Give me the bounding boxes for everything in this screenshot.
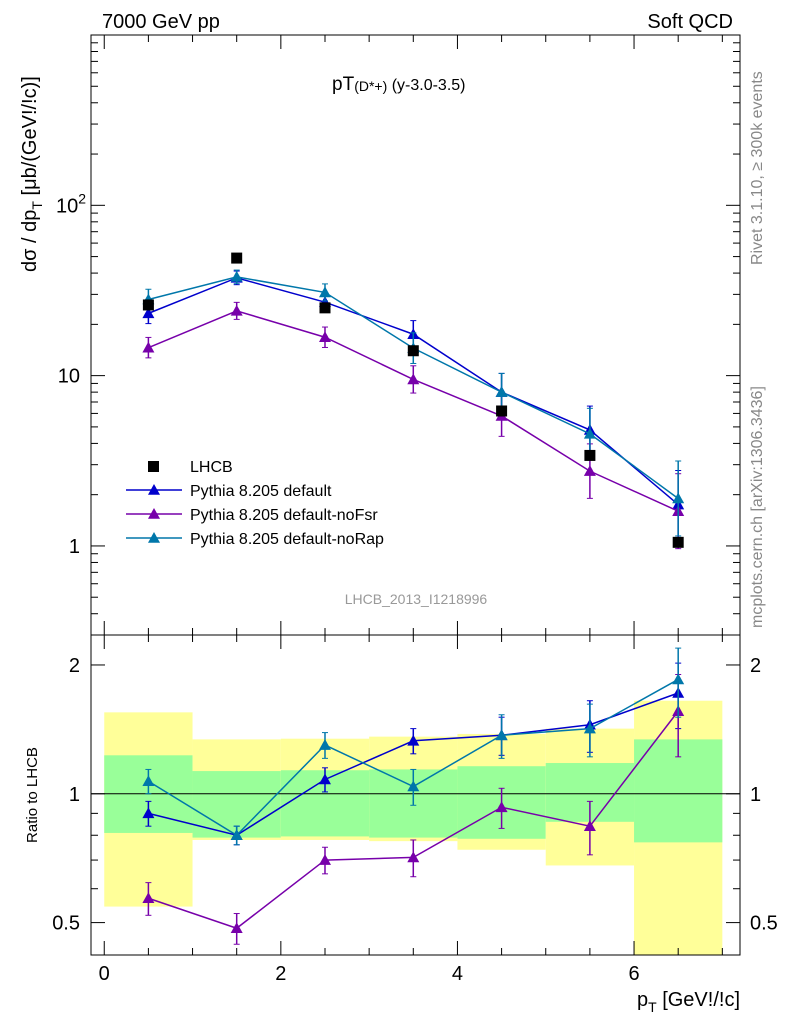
data-point-lhcb <box>672 536 684 548</box>
main-ytick-exp: 2 <box>78 190 86 206</box>
main-ytick-label: 10 <box>58 366 80 388</box>
marker-noFsr <box>407 373 420 385</box>
main-series-layer <box>142 252 685 550</box>
ratio-plot-frame <box>90 634 741 956</box>
data-point-lhcb <box>407 345 419 357</box>
marker-noRap <box>230 270 243 282</box>
main-ylabel-sub: T <box>29 201 45 210</box>
header-right: Soft QCD <box>647 11 733 33</box>
marker-default <box>142 307 155 319</box>
main-ylabel: dσ / dpT [μb/(GeV!/!c)] <box>19 76 45 272</box>
mcplots-label: mcplots.cern.ch [arXiv:1306.3436] <box>749 386 766 628</box>
ratio-marker-noFsr <box>230 922 243 934</box>
legend-label-noRap: Pythia 8.205 default-noRap <box>190 531 384 548</box>
legend-label-default: Pythia 8.205 default <box>190 483 332 500</box>
ratio-axes: 0.5 0.5 1 1 2 2 0 2 4 6 <box>52 635 778 985</box>
ratio-marker-noFsr <box>583 820 596 831</box>
ratio-xtick-label: 0 <box>99 963 110 985</box>
legend-marker-lhcb <box>148 461 159 472</box>
marker-noRap <box>495 386 508 397</box>
plot-title: pT(D*+) (y-3.0-3.5) <box>332 74 466 95</box>
marker-noRap <box>672 492 685 504</box>
analysis-label: LHCB_2013_I1218996 <box>345 591 488 607</box>
ratio-marker-noRap <box>142 775 155 787</box>
ratio-xtick-label: 6 <box>628 963 639 985</box>
marker-noFsr <box>583 465 596 476</box>
main-ytick-base: 10 <box>56 195 78 217</box>
ratio-ytick-label-right: 1 <box>750 784 761 806</box>
ratio-ytick-label-right: 0.5 <box>750 913 778 935</box>
legend-marker-default <box>148 484 160 495</box>
main-ylabel-part2: [μb/(GeV!/!c)] <box>19 76 41 201</box>
marker-noFsr <box>230 304 243 316</box>
ratio-marker-default <box>407 734 420 746</box>
ratio-ytick-label: 2 <box>69 655 80 677</box>
header-left: 7000 GeV pp <box>102 11 220 33</box>
ratio-series-layer <box>142 647 685 945</box>
rivet-label: Rivet 3.1.10, ≥ 300k events <box>749 71 766 265</box>
ratio-xlabel: pT [GeV!/!c] <box>637 989 740 1015</box>
main-ytick-label: 102 <box>56 190 86 217</box>
ratio-marker-noRap <box>407 780 420 792</box>
ratio-marker-default <box>318 773 331 785</box>
data-point-lhcb <box>319 302 331 314</box>
ratio-xlabel-rest: [GeV!/!c] <box>657 989 740 1011</box>
ratio-marker-noFsr <box>495 801 508 813</box>
ratio-ytick-label: 0.5 <box>52 913 80 935</box>
ratio-xtick-label: 2 <box>275 963 286 985</box>
ratio-marker-noFsr <box>318 854 331 865</box>
ratio-xlabel-p: p <box>637 989 648 1011</box>
ratio-marker-noFsr <box>142 892 155 904</box>
marker-noRap <box>583 427 596 439</box>
data-point-lhcb <box>584 449 596 461</box>
ratio-ytick-label-right: 2 <box>750 655 761 677</box>
data-point-lhcb <box>496 405 508 417</box>
ratio-xlabel-sub: T <box>648 999 657 1015</box>
ratio-marker-noFsr <box>407 851 420 863</box>
ratio-marker-noRap <box>230 829 243 841</box>
plot-title-rest: (y-3.0-3.5) <box>387 77 465 94</box>
ratio-marker-noRap <box>318 739 331 750</box>
ratio-ylabel: Ratio to LHCB <box>24 747 41 843</box>
marker-noRap <box>318 286 331 298</box>
ratio-marker-default <box>142 807 155 819</box>
ratio-ytick-label: 1 <box>69 784 80 806</box>
ratio-marker-noRap <box>495 729 508 741</box>
ratio-marker-noRap <box>583 722 596 734</box>
plot-title-sub: (D*+) <box>354 78 387 94</box>
marker-noFsr <box>318 331 331 343</box>
legend-marker-noRap <box>148 532 160 543</box>
data-point-lhcb <box>231 252 243 264</box>
legend: LHCB Pythia 8.205 default Pythia 8.205 def… <box>126 459 384 548</box>
ratio-xtick-label: 4 <box>452 963 463 985</box>
legend-label-noFsr: Pythia 8.205 default-noFsr <box>190 507 378 524</box>
legend-label-data: LHCB <box>190 459 233 476</box>
ratio-marker-noRap <box>672 673 685 685</box>
legend-marker-noFsr <box>148 508 160 519</box>
main-ytick-label: 1 <box>69 536 80 558</box>
main-ylabel-part1: dσ / dp <box>19 210 41 272</box>
data-point-lhcb <box>142 299 154 311</box>
marker-noFsr <box>142 341 155 353</box>
plot-title-main: pT <box>332 74 355 95</box>
